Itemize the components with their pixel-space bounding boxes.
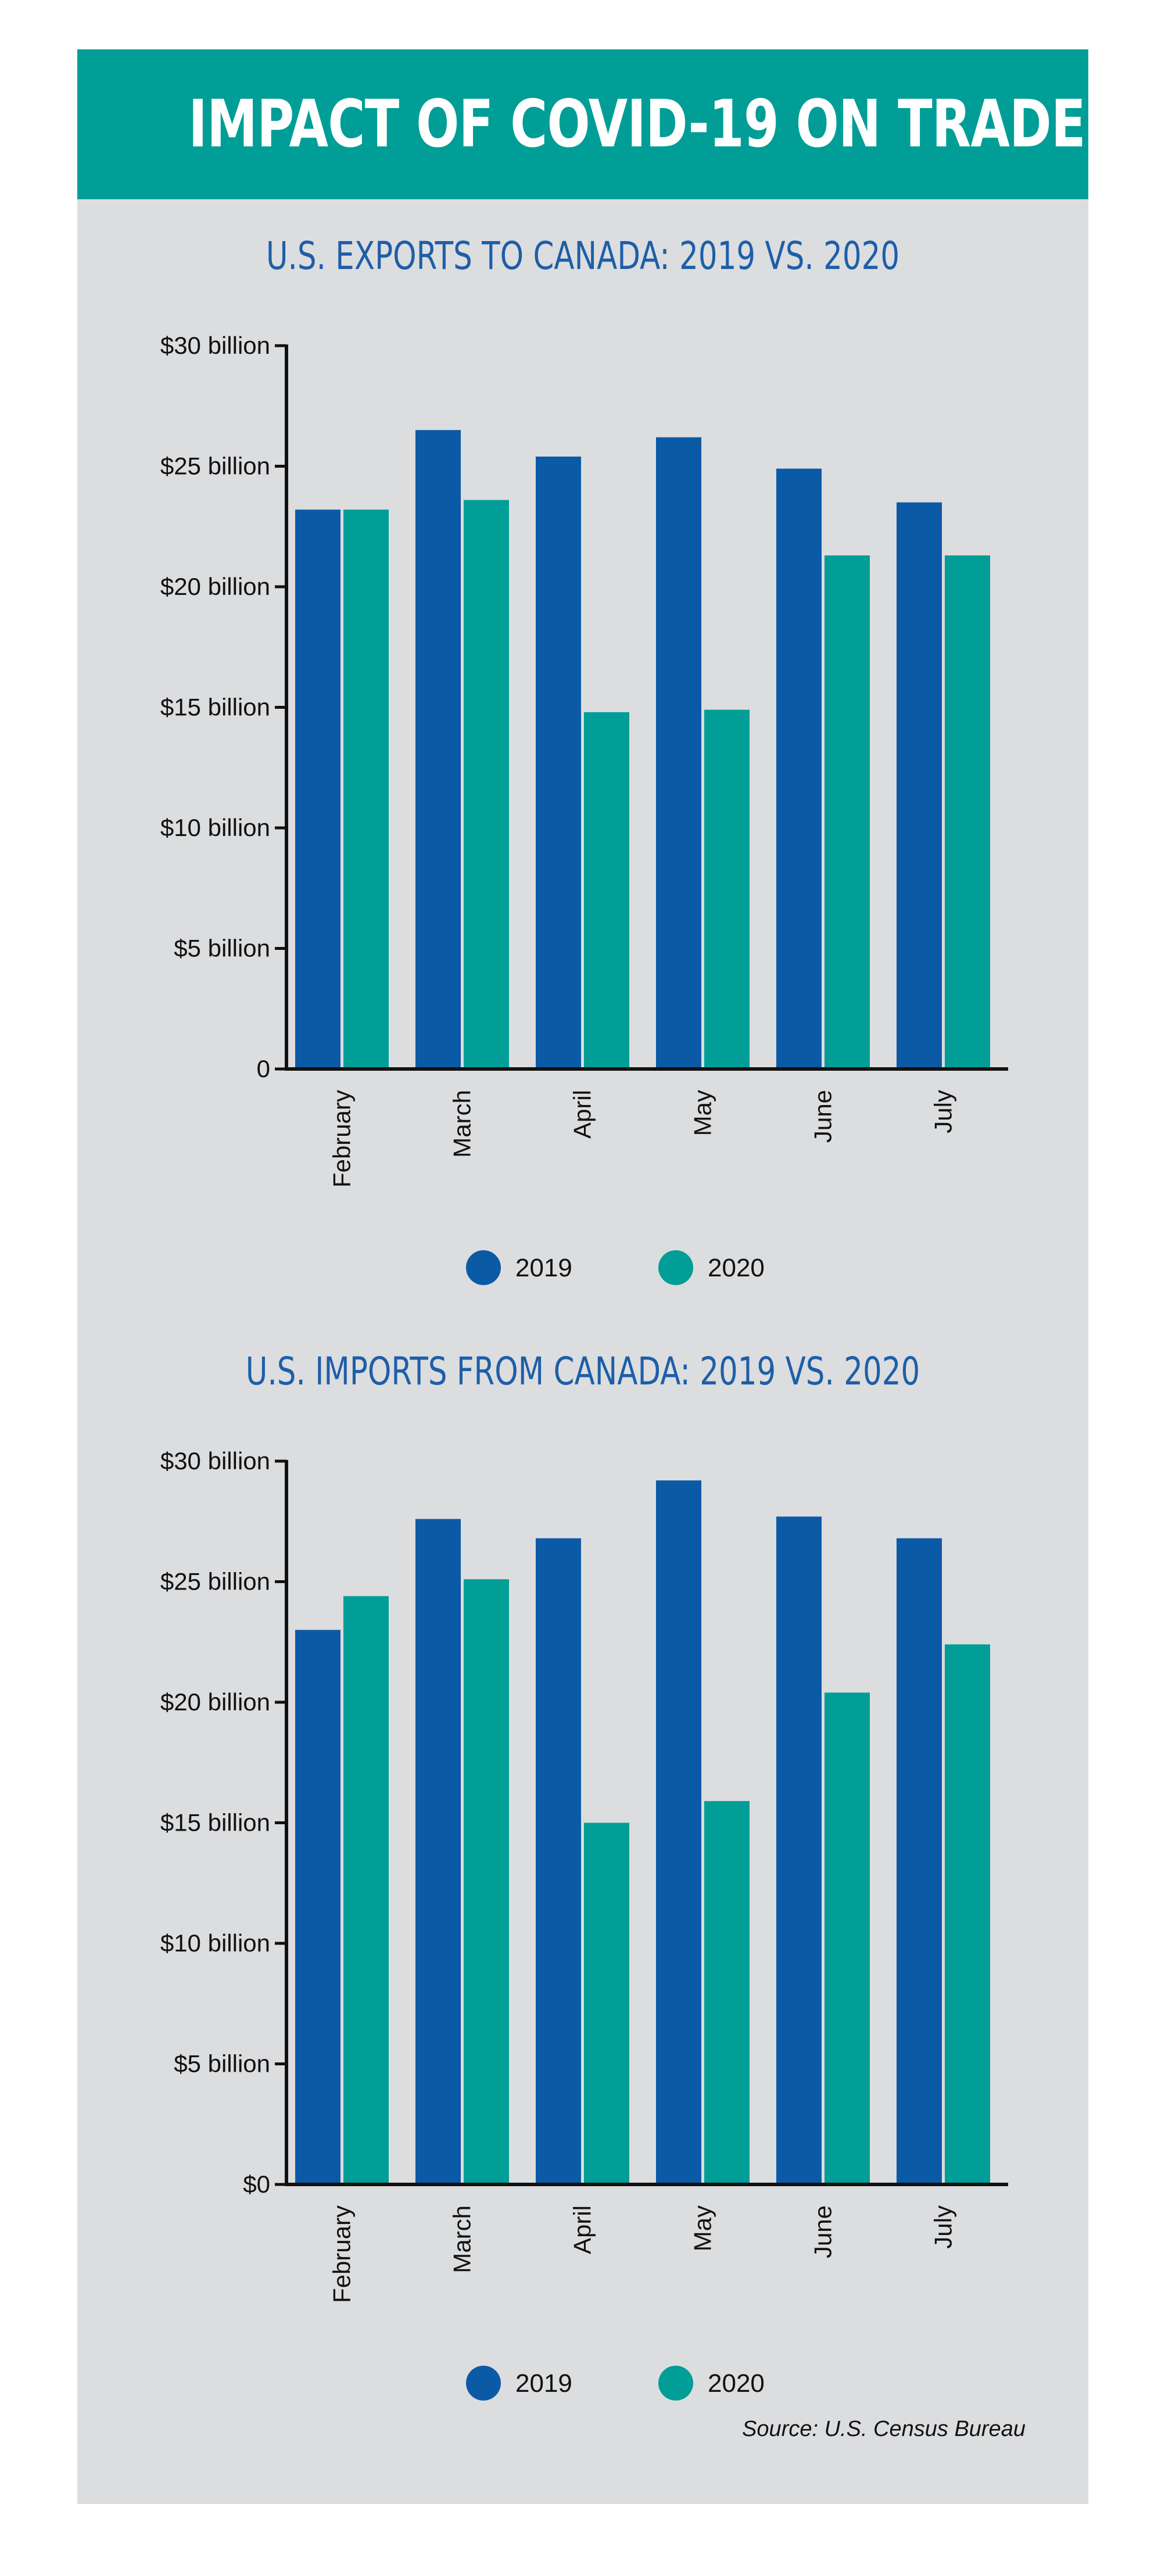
y-tick-label: $15 billion bbox=[160, 1809, 270, 1836]
legend-label-2020: 2020 bbox=[708, 2369, 765, 2398]
x-tick-label: February bbox=[328, 1090, 356, 1187]
bar-2020-july bbox=[945, 1644, 990, 2184]
bar-2020-may bbox=[704, 1801, 750, 2184]
bar-2020-march bbox=[464, 1579, 509, 2184]
legend-label-2020: 2020 bbox=[708, 1254, 765, 1282]
bar-2020-april bbox=[584, 712, 629, 1069]
bar-2020-june bbox=[825, 555, 870, 1069]
x-tick-label: May bbox=[689, 2205, 716, 2251]
bar-2020-april bbox=[584, 1822, 629, 2184]
exports-bar-chart: 0 $5 billion $10 billion $15 billion $20 bil… bbox=[160, 332, 1008, 1285]
bar-2019-february bbox=[295, 1630, 340, 2184]
bar-2020-march bbox=[464, 500, 509, 1069]
header-banner bbox=[77, 49, 1088, 199]
x-tick-label: April bbox=[569, 2205, 596, 2254]
bar-2019-may bbox=[656, 1480, 701, 2184]
bar-2019-july bbox=[897, 1538, 942, 2184]
x-tick-label: May bbox=[689, 1090, 716, 1136]
bar-2020-february bbox=[343, 510, 389, 1069]
legend-label-2019: 2019 bbox=[515, 2369, 572, 2398]
y-tick-label: 0 bbox=[257, 1055, 270, 1082]
y-tick-label: $5 billion bbox=[174, 2050, 270, 2078]
y-tick-label: $25 billion bbox=[160, 453, 270, 480]
y-tick-label: $10 billion bbox=[160, 1929, 270, 1957]
imports-chart-title: U.S. IMPORTS FROM CANADA: 2019 VS. 2020 bbox=[245, 1349, 920, 1394]
bar-2020-february bbox=[343, 1596, 389, 2184]
page-title: IMPACT OF COVID-19 ON TRADE bbox=[188, 87, 1085, 162]
bar-2019-july bbox=[897, 502, 942, 1069]
y-tick-label: $25 billion bbox=[160, 1568, 270, 1595]
legend-swatch-2019 bbox=[466, 1250, 501, 1285]
legend-swatch-2019 bbox=[466, 2366, 501, 2401]
bar-2019-june bbox=[776, 1516, 822, 2184]
bar-2019-march bbox=[415, 430, 461, 1069]
x-tick-label: March bbox=[449, 2205, 476, 2273]
bar-2019-april bbox=[536, 1538, 581, 2184]
bar-2020-june bbox=[825, 1692, 870, 2184]
bar-2020-may bbox=[704, 709, 750, 1069]
y-tick-label: $20 billion bbox=[160, 573, 270, 600]
y-tick-label: $0 bbox=[243, 2170, 270, 2198]
legend-swatch-2020 bbox=[658, 2366, 693, 2401]
x-tick-label: April bbox=[569, 1090, 596, 1139]
x-tick-label: June bbox=[809, 1090, 837, 1143]
bar-2019-june bbox=[776, 468, 822, 1069]
y-tick-label: $20 billion bbox=[160, 1688, 270, 1716]
y-tick-label: $30 billion bbox=[160, 332, 270, 359]
bar-2019-february bbox=[295, 510, 340, 1069]
y-tick-label: $15 billion bbox=[160, 694, 270, 721]
x-tick-label: February bbox=[328, 2205, 356, 2303]
exports-chart-title: U.S. EXPORTS TO CANADA: 2019 VS. 2020 bbox=[266, 234, 900, 278]
y-tick-label: $5 billion bbox=[174, 935, 270, 962]
legend-label-2019: 2019 bbox=[515, 1254, 572, 1282]
bar-2019-may bbox=[656, 437, 701, 1070]
y-tick-label: $30 billion bbox=[160, 1447, 270, 1474]
imports-bar-chart: $0 $5 billion $10 billion $15 billion $20 bi… bbox=[160, 1447, 1008, 2401]
legend-swatch-2020 bbox=[658, 1250, 693, 1285]
x-tick-label: July bbox=[930, 1090, 957, 1133]
x-tick-label: March bbox=[449, 1090, 476, 1158]
x-tick-label: June bbox=[809, 2205, 837, 2258]
bar-2019-april bbox=[536, 456, 581, 1069]
bar-2019-march bbox=[415, 1519, 461, 2184]
bar-2020-july bbox=[945, 555, 990, 1069]
x-tick-label: July bbox=[930, 2205, 957, 2249]
source-note: Source: U.S. Census Bureau bbox=[742, 2417, 1026, 2441]
y-tick-label: $10 billion bbox=[160, 814, 270, 841]
